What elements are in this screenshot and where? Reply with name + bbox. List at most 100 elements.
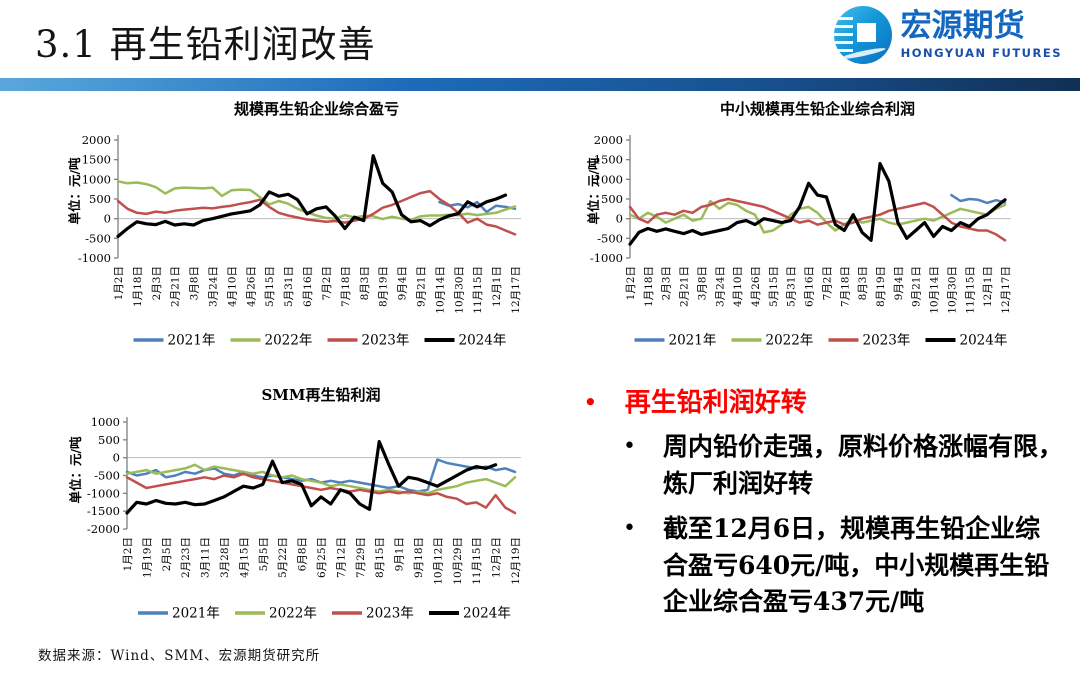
x-tick-label: 10月12日	[432, 537, 444, 585]
x-tick-label: 9月18日	[413, 537, 425, 578]
note-item-text: 截至12月6日，规模再生铅企业综合盈亏640元/吨，中小规模再生铅企业综合盈亏4…	[662, 514, 1050, 616]
bullet-icon: •	[623, 516, 636, 541]
series-line-2022年	[628, 199, 1007, 234]
x-tick-label: 7月18日	[340, 266, 352, 307]
legend-label: 2023年	[863, 333, 911, 349]
x-tick-label: 3月28日	[219, 537, 231, 578]
y-tick-label: -1000	[87, 486, 120, 500]
x-tick-label: 4月10日	[732, 266, 744, 307]
series-line-2024年	[125, 439, 498, 515]
logo-en-text: HONGYUAN FUTURES	[900, 45, 1062, 60]
x-tick-label: 1月2日	[113, 266, 125, 300]
legend-label: 2024年	[960, 333, 1008, 349]
x-tick-label: 3月24日	[208, 266, 220, 307]
chart-title: 中小规模再生铅企业综合利润	[719, 100, 915, 118]
logo-stripes-decoration	[833, 17, 853, 53]
x-tick-label: 10月30日	[946, 266, 958, 314]
x-tick-label: 6月16日	[804, 266, 816, 307]
chart-large-smelter-profit: 规模再生铅企业综合盈亏 单位：元/吨 2000 1500 1000 500 0 -500-…	[55, 96, 555, 368]
legend-label: 2023年	[362, 333, 410, 349]
x-tick-label: 9月1日	[394, 537, 406, 571]
chart-small-smelter-profit: 中小规模再生铅企业综合利润 单位：元/吨 2000 1500 1000 500 0 -50…	[565, 96, 1065, 368]
note-heading-text: 再生铅利润好转	[624, 388, 807, 418]
x-tick-label: 3月8日	[696, 266, 708, 300]
x-tick-label: 10月29日	[452, 537, 464, 585]
y-tick-label: 1500	[82, 153, 111, 167]
series-line-2022年	[125, 463, 517, 495]
x-tick-label: 5月22日	[277, 537, 289, 578]
x-tick-label: 12月1日	[491, 266, 503, 307]
x-tick-label: 12月1日	[982, 266, 994, 307]
x-tick-label: 7月2日	[321, 266, 333, 300]
legend-label: 2022年	[269, 606, 317, 622]
x-tick-label: 7月2日	[821, 266, 833, 300]
x-tick-label: 2月21日	[679, 266, 691, 307]
series-line-2021年	[438, 200, 517, 214]
x-tick-label: 9月4日	[397, 266, 409, 300]
y-tick-label: 1000	[91, 415, 120, 429]
y-tick-label: -1000	[78, 251, 111, 265]
y-tick-label: 0	[616, 212, 623, 226]
x-tick-label: 2月5日	[161, 537, 173, 571]
x-tick-label: 10月14日	[434, 266, 446, 314]
x-tick-label: 3月8日	[189, 266, 201, 300]
legend-label: 2021年	[168, 333, 216, 349]
legend-label: 2021年	[669, 333, 717, 349]
series-line-2023年	[628, 197, 1007, 242]
x-tick-label: 6月16日	[302, 266, 314, 307]
x-tick-label: 10月30日	[453, 266, 465, 314]
x-tick-label: 11月15日	[472, 266, 484, 314]
x-tick-label: 5月15日	[264, 266, 276, 307]
x-tick-label: 4月26日	[750, 266, 762, 307]
x-tick-label: 4月26日	[245, 266, 257, 307]
x-tick-label: 7月29日	[355, 537, 367, 578]
series-line-2024年	[628, 161, 1007, 246]
x-tick-label: 9月21日	[415, 266, 427, 307]
y-tick-label: 500	[601, 192, 623, 206]
x-tick-label: 2月23日	[180, 537, 192, 578]
x-tick-label: 12月17日	[1000, 266, 1012, 314]
x-tick-label: 1月2日	[625, 266, 637, 300]
x-tick-label: 3月11日	[200, 537, 212, 578]
x-tick-label: 12月17日	[510, 266, 522, 314]
y-tick-label: 500	[98, 433, 120, 447]
y-tick-label: 1000	[82, 172, 111, 186]
x-tick-label: 6月8日	[297, 537, 309, 571]
logo-cn-text: 宏源期货	[900, 8, 1025, 45]
x-tick-label: 2月21日	[170, 266, 182, 307]
x-tick-label: 4月10日	[226, 266, 238, 307]
series-line-2023年	[116, 189, 517, 236]
x-tick-label: 9月21日	[911, 266, 923, 307]
x-tick-label: 11月15日	[964, 266, 976, 314]
series-line-2023年	[125, 472, 517, 515]
y-tick-label: 500	[89, 192, 111, 206]
y-tick-label: 1000	[594, 172, 623, 186]
logo-square-decoration	[856, 23, 876, 42]
x-tick-label: 1月19日	[141, 537, 153, 578]
x-tick-label: 5月31日	[283, 266, 295, 307]
data-source-note: 数据来源：Wind、SMM、宏源期货研究所	[38, 648, 321, 664]
y-tick-label: -1500	[87, 504, 120, 518]
x-tick-label: 1月18日	[132, 266, 144, 307]
y-tick-label: 0	[104, 212, 111, 226]
logo-globe-icon	[833, 6, 892, 64]
x-tick-label: 4月15日	[238, 537, 250, 578]
legend-label: 2024年	[463, 606, 511, 622]
logo-text: 宏源期货 HONGYUAN FUTURES	[901, 10, 1062, 60]
bullet-icon: •	[583, 388, 598, 417]
x-tick-label: 5月5日	[258, 537, 270, 571]
legend-label: 2021年	[172, 606, 220, 622]
chart-title: 规模再生铅企业综合盈亏	[233, 100, 399, 118]
x-tick-label: 8月15日	[374, 537, 386, 578]
y-tick-label: -500	[597, 231, 623, 245]
accent-bar	[0, 78, 1080, 91]
y-tick-label: 2000	[594, 133, 623, 147]
y-tick-label: -1000	[590, 251, 623, 265]
bullet-icon: •	[623, 434, 636, 459]
chart-smm-profit: SMM再生铅利润 单位：元/吨 1000 500 0 -500 -1000 -1500 -2…	[55, 382, 555, 644]
x-tick-label: 7月12日	[335, 537, 347, 578]
series-line-2021年	[950, 193, 1007, 205]
note-item: • 周内铅价走强，原料价格涨幅有限，炼厂利润好转	[575, 429, 1075, 502]
legend-label: 2022年	[766, 333, 814, 349]
